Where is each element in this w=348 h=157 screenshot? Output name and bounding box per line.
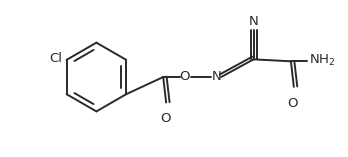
Text: N: N [249,15,259,27]
Text: N: N [211,70,221,83]
Text: Cl: Cl [50,52,63,65]
Text: O: O [160,112,171,125]
Text: NH$_2$: NH$_2$ [309,53,335,68]
Text: O: O [180,70,190,83]
Text: O: O [287,97,298,110]
